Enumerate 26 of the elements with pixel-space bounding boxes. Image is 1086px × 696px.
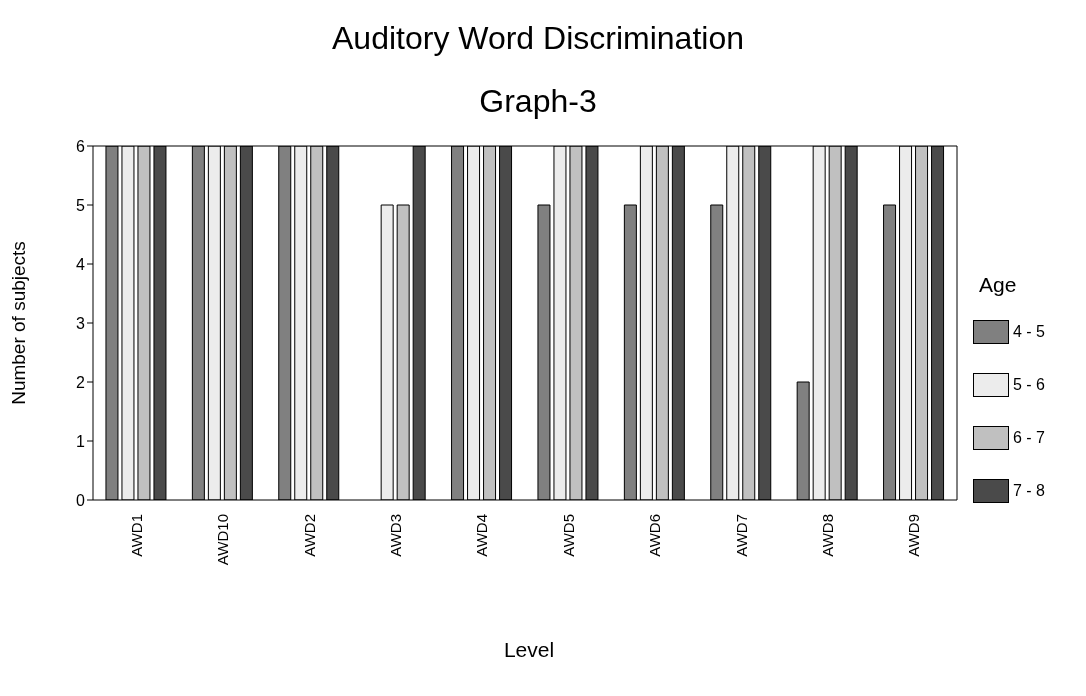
x-tick-label: AWD7 bbox=[732, 514, 750, 557]
x-tick-label: AWD9 bbox=[905, 514, 923, 557]
legend-label: 7 - 8 bbox=[1013, 482, 1046, 500]
y-tick-label: 5 bbox=[76, 196, 86, 214]
chart-subtitle: Graph-3 bbox=[478, 83, 598, 120]
x-tick-label: AWD1 bbox=[127, 514, 145, 557]
y-tick-label: 3 bbox=[76, 314, 86, 332]
y-tick-label: 1 bbox=[76, 432, 86, 450]
y-tick-label: 0 bbox=[76, 491, 86, 509]
x-tick-label: AWD5 bbox=[559, 514, 577, 557]
x-tick-label: AWD8 bbox=[818, 514, 836, 557]
legend-label: 4 - 5 bbox=[1013, 323, 1046, 341]
x-axis-title: Level bbox=[502, 638, 556, 662]
x-tick-label: AWD3 bbox=[386, 514, 404, 557]
legend-label: 6 - 7 bbox=[1013, 429, 1046, 447]
y-tick-label: 4 bbox=[76, 255, 86, 273]
legend-title: Age bbox=[979, 273, 1018, 297]
chart-title: Auditory Word Discrimination bbox=[331, 20, 745, 57]
legend-label: 5 - 6 bbox=[1013, 376, 1046, 394]
x-tick-label: AWD6 bbox=[646, 514, 664, 557]
y-tick-label: 2 bbox=[76, 373, 86, 391]
y-axis-title: Number of subjects bbox=[7, 241, 29, 405]
x-tick-label: AWD2 bbox=[300, 514, 318, 557]
x-tick-label: AWD4 bbox=[473, 514, 491, 557]
y-tick-label: 6 bbox=[76, 137, 86, 155]
x-tick-label: AWD10 bbox=[214, 514, 232, 566]
